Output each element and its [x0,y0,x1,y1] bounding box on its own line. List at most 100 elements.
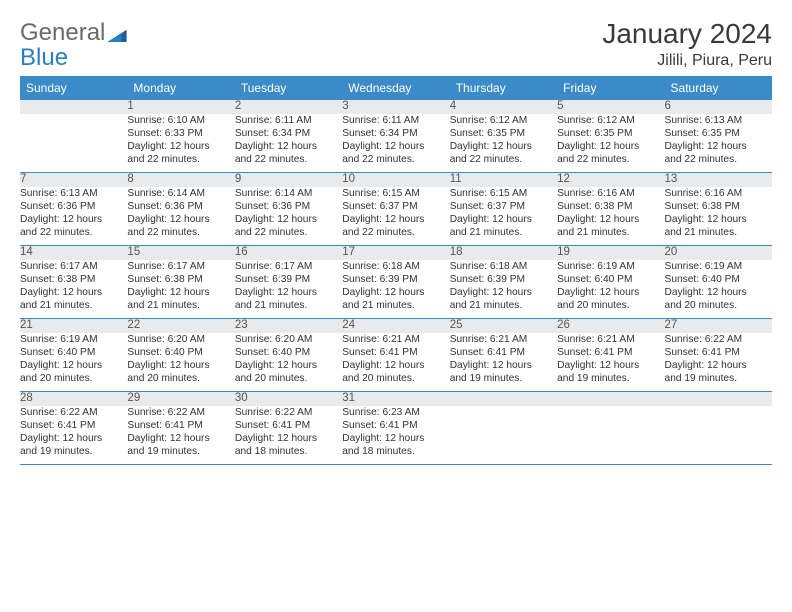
day-number-cell: 20 [665,246,772,261]
day-number-cell: 14 [20,246,127,261]
daylight-text-1: Daylight: 12 hours [342,432,449,445]
sunrise-text: Sunrise: 6:13 AM [665,114,772,127]
day-content-cell: Sunrise: 6:19 AMSunset: 6:40 PMDaylight:… [20,333,127,392]
day-content-cell: Sunrise: 6:22 AMSunset: 6:41 PMDaylight:… [20,406,127,465]
daylight-text-1: Daylight: 12 hours [665,213,772,226]
day-number-cell: 22 [127,319,234,334]
day-content-cell: Sunrise: 6:11 AMSunset: 6:34 PMDaylight:… [342,114,449,173]
day-content-cell: Sunrise: 6:11 AMSunset: 6:34 PMDaylight:… [235,114,342,173]
sunrise-text: Sunrise: 6:21 AM [450,333,557,346]
brand-part1: General [20,22,105,45]
day-header: Saturday [665,76,772,100]
day-content-cell [20,114,127,173]
daylight-text-1: Daylight: 12 hours [20,432,127,445]
daylight-text-1: Daylight: 12 hours [235,213,342,226]
daylight-text-1: Daylight: 12 hours [450,359,557,372]
sunset-text: Sunset: 6:41 PM [127,419,234,432]
daylight-text-1: Daylight: 12 hours [342,359,449,372]
day-content-cell: Sunrise: 6:21 AMSunset: 6:41 PMDaylight:… [450,333,557,392]
daylight-text-2: and 19 minutes. [557,372,664,385]
calendar-body: 123456 Sunrise: 6:10 AMSunset: 6:33 PMDa… [20,100,772,465]
day-number-cell [557,392,664,407]
day-content-cell: Sunrise: 6:10 AMSunset: 6:33 PMDaylight:… [127,114,234,173]
daylight-text-1: Daylight: 12 hours [20,213,127,226]
day-number-cell: 30 [235,392,342,407]
day-content-cell [557,406,664,465]
calendar-page: GeneralBlue January 2024 Jilili, Piura, … [0,0,792,475]
sunrise-text: Sunrise: 6:14 AM [235,187,342,200]
sunset-text: Sunset: 6:41 PM [665,346,772,359]
sunset-text: Sunset: 6:40 PM [235,346,342,359]
sunrise-text: Sunrise: 6:18 AM [450,260,557,273]
day-content-cell: Sunrise: 6:14 AMSunset: 6:36 PMDaylight:… [235,187,342,246]
month-title: January 2024 [602,18,772,50]
daylight-text-2: and 21 minutes. [20,299,127,312]
sunrise-text: Sunrise: 6:12 AM [557,114,664,127]
daylight-text-1: Daylight: 12 hours [127,140,234,153]
sunrise-text: Sunrise: 6:19 AM [20,333,127,346]
sunrise-text: Sunrise: 6:16 AM [557,187,664,200]
day-number-cell: 8 [127,173,234,188]
sunrise-text: Sunrise: 6:19 AM [665,260,772,273]
day-content-cell: Sunrise: 6:15 AMSunset: 6:37 PMDaylight:… [450,187,557,246]
day-number-cell: 26 [557,319,664,334]
daylight-text-1: Daylight: 12 hours [450,213,557,226]
day-number-cell [450,392,557,407]
sunset-text: Sunset: 6:39 PM [450,273,557,286]
daylight-text-2: and 22 minutes. [342,226,449,239]
day-number-cell: 18 [450,246,557,261]
daylight-text-1: Daylight: 12 hours [235,140,342,153]
sunrise-text: Sunrise: 6:20 AM [127,333,234,346]
daylight-text-1: Daylight: 12 hours [127,286,234,299]
sunrise-text: Sunrise: 6:10 AM [127,114,234,127]
day-number-cell: 28 [20,392,127,407]
day-number-cell: 6 [665,100,772,114]
day-content-cell: Sunrise: 6:12 AMSunset: 6:35 PMDaylight:… [557,114,664,173]
daylight-text-1: Daylight: 12 hours [20,359,127,372]
daylight-text-2: and 21 minutes. [557,226,664,239]
daylight-text-1: Daylight: 12 hours [557,213,664,226]
daylight-text-1: Daylight: 12 hours [665,286,772,299]
day-content-cell: Sunrise: 6:16 AMSunset: 6:38 PMDaylight:… [665,187,772,246]
day-content-cell: Sunrise: 6:17 AMSunset: 6:38 PMDaylight:… [20,260,127,319]
sunrise-text: Sunrise: 6:17 AM [127,260,234,273]
calendar-head: SundayMondayTuesdayWednesdayThursdayFrid… [20,76,772,100]
sunrise-text: Sunrise: 6:16 AM [665,187,772,200]
daylight-text-1: Daylight: 12 hours [665,359,772,372]
daylight-text-2: and 21 minutes. [665,226,772,239]
day-content-cell: Sunrise: 6:22 AMSunset: 6:41 PMDaylight:… [665,333,772,392]
day-content-cell: Sunrise: 6:20 AMSunset: 6:40 PMDaylight:… [235,333,342,392]
day-number-cell: 16 [235,246,342,261]
day-number-cell: 21 [20,319,127,334]
day-content-cell: Sunrise: 6:20 AMSunset: 6:40 PMDaylight:… [127,333,234,392]
day-content-cell: Sunrise: 6:13 AMSunset: 6:35 PMDaylight:… [665,114,772,173]
day-number-cell: 27 [665,319,772,334]
sunset-text: Sunset: 6:36 PM [127,200,234,213]
daylight-text-2: and 20 minutes. [235,372,342,385]
sunset-text: Sunset: 6:40 PM [557,273,664,286]
sunset-text: Sunset: 6:37 PM [450,200,557,213]
daylight-text-2: and 21 minutes. [450,299,557,312]
day-content-cell: Sunrise: 6:21 AMSunset: 6:41 PMDaylight:… [342,333,449,392]
sunrise-text: Sunrise: 6:22 AM [20,406,127,419]
daylight-text-1: Daylight: 12 hours [235,359,342,372]
day-number-cell: 2 [235,100,342,114]
daylight-text-1: Daylight: 12 hours [342,213,449,226]
daylight-text-2: and 19 minutes. [665,372,772,385]
day-number-cell: 19 [557,246,664,261]
day-number-cell: 10 [342,173,449,188]
sunset-text: Sunset: 6:41 PM [557,346,664,359]
sunset-text: Sunset: 6:36 PM [20,200,127,213]
day-content-cell: Sunrise: 6:18 AMSunset: 6:39 PMDaylight:… [342,260,449,319]
day-header: Sunday [20,76,127,100]
calendar-table: SundayMondayTuesdayWednesdayThursdayFrid… [20,76,772,465]
sunset-text: Sunset: 6:40 PM [20,346,127,359]
day-number-cell: 23 [235,319,342,334]
daylight-text-1: Daylight: 12 hours [342,286,449,299]
sunrise-text: Sunrise: 6:23 AM [342,406,449,419]
day-content-cell: Sunrise: 6:14 AMSunset: 6:36 PMDaylight:… [127,187,234,246]
daylight-text-1: Daylight: 12 hours [127,359,234,372]
sunrise-text: Sunrise: 6:17 AM [20,260,127,273]
day-content-cell [450,406,557,465]
day-content-cell [665,406,772,465]
